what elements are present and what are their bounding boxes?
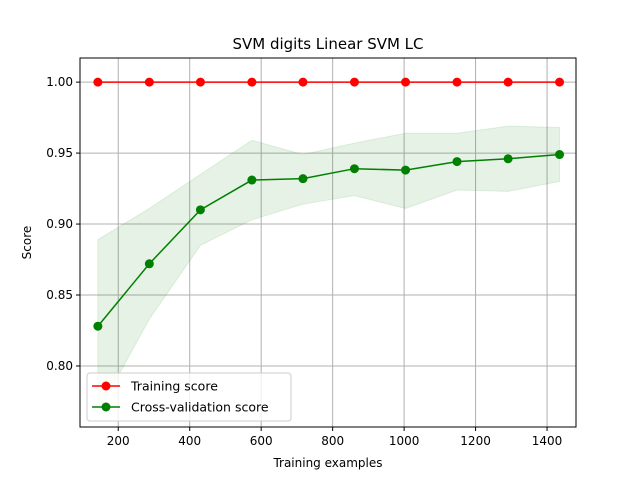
chart-title: SVM digits Linear SVM LC	[232, 35, 423, 53]
y-tick-label: 0.90	[46, 217, 73, 231]
series-line-1	[97, 153, 560, 327]
score-bands	[97, 81, 561, 414]
series-points	[93, 77, 565, 331]
data-point	[247, 77, 257, 87]
data-point	[144, 259, 154, 269]
data-point	[349, 164, 359, 174]
data-point	[452, 77, 462, 87]
data-point	[298, 174, 308, 184]
data-point	[503, 154, 513, 164]
y-axis-label: Score	[20, 226, 34, 260]
x-tick-label: 1400	[532, 434, 563, 448]
data-point	[555, 77, 565, 87]
legend-swatch-marker	[101, 402, 111, 412]
legend: Training score Cross-validation score	[86, 372, 292, 422]
series-lines	[97, 81, 560, 327]
legend-label: Training score	[130, 379, 218, 394]
y-tick-label: 0.80	[46, 359, 73, 373]
x-tick-label: 800	[321, 434, 344, 448]
data-point	[503, 77, 513, 87]
x-tick-label: 1200	[460, 434, 491, 448]
data-point	[247, 175, 257, 185]
data-point	[195, 77, 205, 87]
data-point	[401, 77, 411, 87]
y-tick-label: 0.85	[46, 288, 73, 302]
data-point	[93, 77, 103, 87]
data-point	[555, 150, 565, 160]
data-point	[195, 205, 205, 215]
score-band-1	[97, 125, 561, 414]
data-point	[401, 165, 411, 175]
legend-swatch-marker	[101, 381, 111, 391]
y-tick-label: 0.95	[46, 146, 73, 160]
y-tick-label: 1.00	[46, 75, 73, 89]
x-tick-label: 1000	[389, 434, 420, 448]
legend-label: Cross-validation score	[131, 400, 269, 415]
data-point	[298, 77, 308, 87]
axis-ticks: 200 400 600 800 1000 1200 1400 0.80 0.85 0.90 0.95…	[46, 75, 562, 448]
data-point	[144, 77, 154, 87]
data-point	[349, 77, 359, 87]
x-axis-label: Training examples	[272, 456, 382, 470]
plot-area-frame	[79, 57, 577, 428]
legend-box	[86, 372, 292, 422]
x-tick-label: 600	[250, 434, 273, 448]
x-tick-label: 200	[107, 434, 130, 448]
x-tick-label: 400	[178, 434, 201, 448]
data-point	[93, 321, 103, 331]
data-point	[452, 157, 462, 167]
